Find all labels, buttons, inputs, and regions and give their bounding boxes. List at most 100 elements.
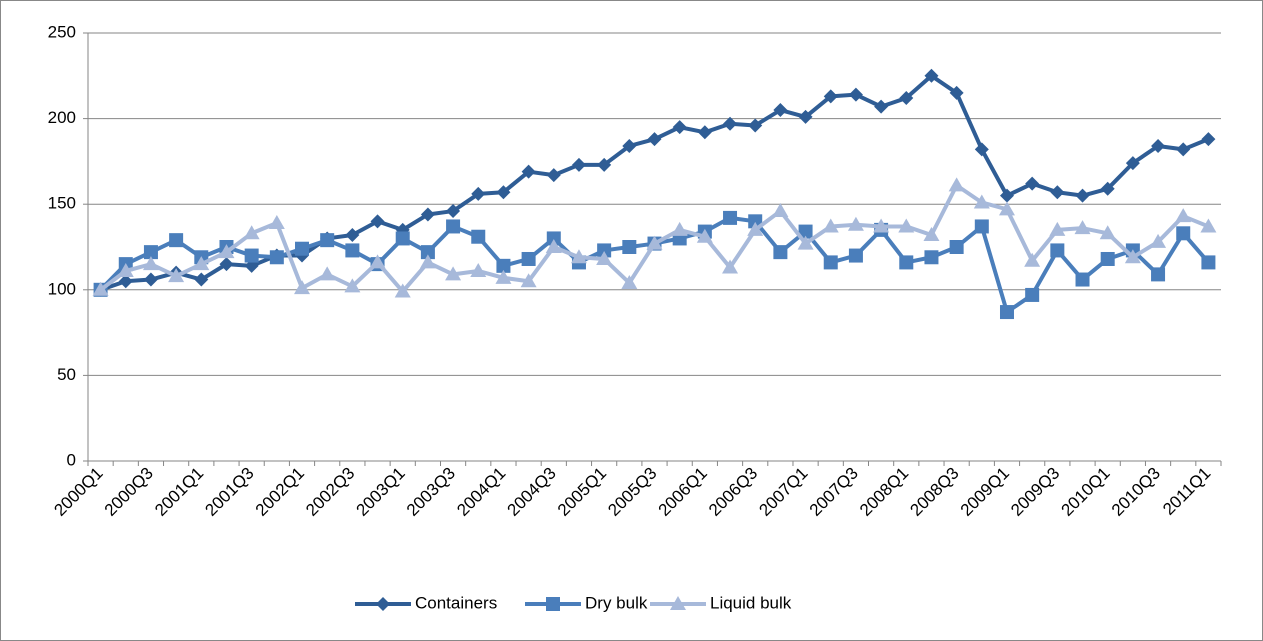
y-tick-label: 200 [48, 108, 76, 127]
data-point [1150, 233, 1167, 248]
data-point [1050, 243, 1065, 258]
data-point [471, 229, 486, 244]
data-point [622, 138, 637, 153]
data-point [193, 256, 210, 271]
data-point [1125, 156, 1140, 171]
data-point [419, 254, 436, 269]
data-point [496, 185, 511, 200]
data-point [1049, 221, 1066, 236]
data-point [899, 255, 914, 270]
y-tick-label: 0 [67, 450, 76, 469]
data-point [143, 245, 158, 260]
legend-marker [376, 597, 390, 611]
data-point [798, 109, 813, 124]
data-point [446, 204, 461, 219]
data-point [823, 89, 838, 104]
data-point [1050, 185, 1065, 200]
legend-label: Containers [415, 593, 497, 612]
data-point [445, 266, 462, 281]
data-point [748, 118, 763, 133]
data-point [268, 215, 285, 230]
data-point [1176, 226, 1191, 241]
data-point [822, 218, 839, 233]
data-point [898, 218, 915, 233]
data-point [1025, 287, 1040, 302]
data-point [92, 281, 109, 296]
y-tick-label: 100 [48, 279, 76, 298]
y-tick-label: 50 [57, 365, 76, 384]
data-point [520, 273, 537, 288]
data-point [244, 248, 259, 263]
data-point [949, 240, 964, 254]
data-point [998, 201, 1015, 216]
data-point [294, 280, 311, 295]
data-point [1151, 138, 1166, 153]
data-point [1075, 188, 1090, 203]
data-point [696, 228, 713, 243]
data-point [345, 228, 360, 243]
data-point [1074, 220, 1091, 235]
data-point [521, 251, 536, 266]
data-point [646, 235, 663, 250]
legend-label: Dry bulk [585, 593, 648, 612]
data-point [999, 305, 1014, 320]
data-point [924, 250, 939, 265]
data-point [420, 207, 435, 222]
data-point [974, 219, 989, 234]
data-point [924, 68, 939, 83]
y-tick-label: 150 [48, 194, 76, 213]
data-point [169, 233, 184, 248]
data-point [1201, 132, 1216, 147]
data-point [723, 116, 738, 131]
data-point [370, 214, 385, 229]
data-point [722, 259, 739, 274]
data-point [1100, 181, 1115, 196]
data-point [597, 157, 612, 172]
data-point [848, 248, 863, 263]
data-point [1200, 218, 1217, 233]
data-point [1201, 255, 1216, 270]
data-point [1176, 142, 1191, 157]
data-point [1099, 225, 1116, 240]
legend-marker [670, 596, 686, 610]
data-point [369, 254, 386, 269]
data-point [521, 164, 536, 179]
data-point [1075, 272, 1090, 287]
data-point [194, 272, 209, 287]
data-point [899, 91, 914, 106]
data-point [168, 268, 185, 283]
data-point [974, 142, 989, 157]
data-point [798, 224, 813, 239]
data-point [395, 231, 410, 246]
data-point [773, 245, 788, 260]
data-point [394, 283, 411, 298]
data-point [647, 132, 662, 147]
data-point [295, 241, 310, 256]
data-point [446, 219, 461, 234]
data-point [218, 244, 235, 259]
data-point [622, 240, 637, 254]
data-point [773, 103, 788, 118]
data-point [320, 233, 335, 248]
data-point [723, 210, 738, 225]
data-point [671, 221, 688, 236]
data-point [772, 203, 789, 218]
data-point [545, 239, 562, 253]
data-point [948, 177, 965, 192]
data-point [848, 87, 863, 102]
data-point [269, 250, 284, 265]
data-point [1100, 251, 1115, 266]
data-point [621, 274, 638, 289]
data-point [596, 250, 613, 265]
data-point [546, 168, 561, 183]
data-point [923, 227, 940, 242]
data-point [1024, 252, 1041, 267]
data-point [1175, 208, 1192, 223]
data-point [697, 125, 712, 140]
data-point [570, 249, 587, 264]
data-point [496, 258, 511, 273]
legend-label: Liquid bulk [710, 593, 792, 612]
data-point [471, 186, 486, 201]
y-tick-label: 250 [48, 22, 76, 41]
data-point [117, 262, 134, 277]
